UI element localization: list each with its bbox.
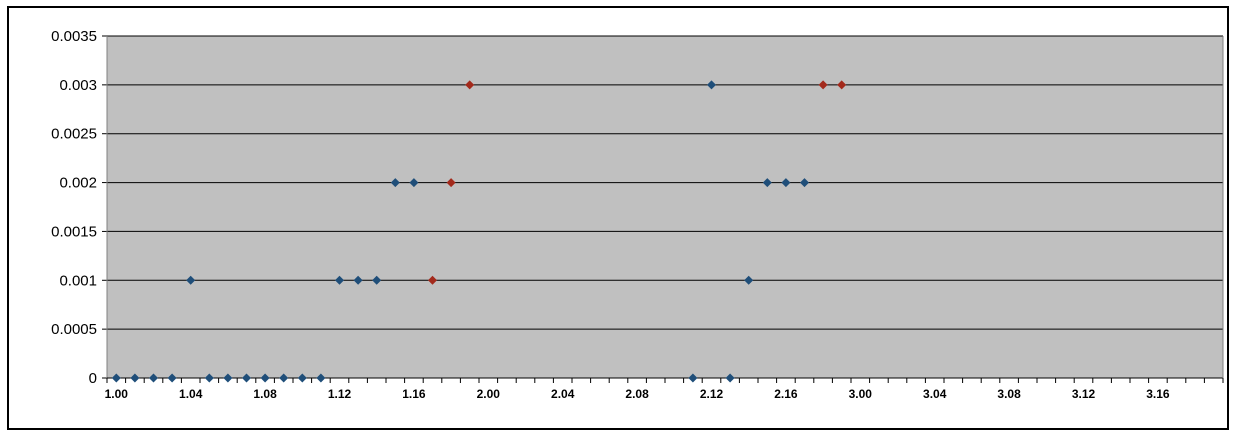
data-point-series-1 bbox=[167, 373, 177, 383]
data-point-series-1 bbox=[688, 373, 698, 383]
data-point-series-1 bbox=[242, 373, 251, 383]
data-point-series-1 bbox=[762, 178, 772, 188]
y-tick-label: 0.002 bbox=[59, 175, 97, 192]
data-point-series-1 bbox=[297, 373, 307, 383]
data-point-series-1 bbox=[260, 373, 270, 383]
data-point-series-2 bbox=[446, 178, 456, 188]
x-tick-label: 3.04 bbox=[923, 387, 947, 401]
data-point-series-1 bbox=[725, 373, 735, 383]
x-tick-label: 2.12 bbox=[700, 387, 724, 401]
chart-frame: 0 0.0005 0.001 0.0015 0.002 0.0025 0.003 0.0035… bbox=[7, 6, 1229, 430]
data-point-series-1 bbox=[781, 178, 791, 188]
x-tick-label: 2.04 bbox=[551, 387, 575, 401]
y-tick-label: 0.001 bbox=[59, 272, 97, 289]
x-tick-label: 3.16 bbox=[1146, 387, 1170, 401]
data-point-series-1 bbox=[372, 275, 382, 285]
data-point-series-1 bbox=[316, 373, 326, 383]
x-tick-label: 2.00 bbox=[477, 387, 501, 401]
data-point-series-1 bbox=[149, 373, 158, 383]
data-point-series-2 bbox=[837, 80, 847, 90]
x-tick-label: 1.08 bbox=[253, 387, 277, 401]
x-tick-label: 2.08 bbox=[625, 387, 649, 401]
data-point-series-1 bbox=[335, 275, 344, 285]
data-point-series-1 bbox=[204, 373, 214, 383]
x-tick-label: 1.12 bbox=[328, 387, 352, 401]
y-tick-label: 0.0005 bbox=[51, 321, 97, 338]
y-tick-label: 0.0015 bbox=[51, 223, 97, 240]
x-tick-label: 2.16 bbox=[774, 387, 798, 401]
y-tick-label: 0.003 bbox=[59, 77, 97, 94]
plot-area bbox=[107, 36, 1223, 378]
data-point-series-2 bbox=[428, 275, 437, 285]
data-point-series-1 bbox=[707, 80, 716, 90]
x-tick-label: 3.12 bbox=[1072, 387, 1096, 401]
data-point-series-1 bbox=[744, 275, 754, 285]
data-point-series-2 bbox=[465, 80, 475, 90]
x-tick-label: 1.16 bbox=[402, 387, 426, 401]
data-point-series-1 bbox=[186, 275, 196, 285]
scatter-chart: 0 0.0005 0.001 0.0015 0.002 0.0025 0.003 0.0035… bbox=[51, 28, 1224, 401]
data-point-series-1 bbox=[800, 178, 809, 188]
x-tick-label: 1.04 bbox=[179, 387, 203, 401]
data-point-series-1 bbox=[111, 373, 121, 383]
data-point-series-1 bbox=[279, 373, 289, 383]
data-point-series-1 bbox=[353, 275, 363, 285]
y-tick-label: 0 bbox=[89, 370, 97, 387]
x-tick-label: 3.08 bbox=[997, 387, 1021, 401]
data-point-series-1 bbox=[409, 178, 419, 188]
y-tick-label: 0.0035 bbox=[51, 28, 97, 45]
data-point-series-1 bbox=[130, 373, 140, 383]
data-point-series-2 bbox=[818, 80, 828, 90]
data-point-series-1 bbox=[223, 373, 233, 383]
y-tick-label: 0.0025 bbox=[51, 126, 97, 143]
x-tick-label: 3.00 bbox=[849, 387, 873, 401]
x-tick-label: 1.00 bbox=[105, 387, 129, 401]
data-point-series-1 bbox=[390, 178, 400, 188]
